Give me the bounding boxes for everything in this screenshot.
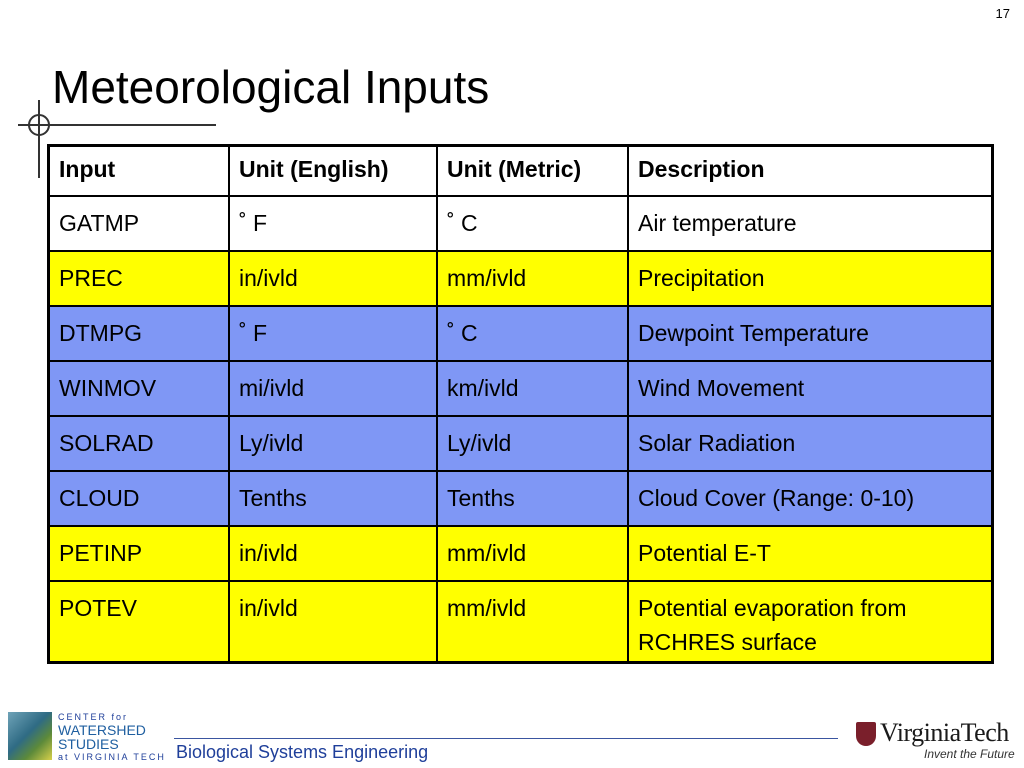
table-row: PREC in/ivld mm/ivld Precipitation bbox=[47, 250, 994, 307]
cell-unit-english: Tenths bbox=[228, 470, 438, 527]
cell-input: PETINP bbox=[47, 525, 230, 582]
cws-logo-line1: CENTER for bbox=[58, 712, 129, 722]
table-row: DTMPG ˚ F ˚ C Dewpoint Temperature bbox=[47, 305, 994, 362]
table-row: GATMP ˚ F ˚ C Air temperature bbox=[47, 195, 994, 252]
cell-unit-english: in/ivld bbox=[228, 525, 438, 582]
header-unit-metric: Unit (Metric) bbox=[436, 144, 629, 197]
crosshair-vertical-line bbox=[38, 100, 40, 178]
cws-logo-line3: STUDIES bbox=[58, 736, 119, 752]
cell-description: Air temperature bbox=[627, 195, 994, 252]
cell-input: POTEV bbox=[47, 580, 230, 664]
cell-input: SOLRAD bbox=[47, 415, 230, 472]
cell-unit-english: ˚ F bbox=[228, 305, 438, 362]
slide-title: Meteorological Inputs bbox=[52, 61, 490, 113]
virginia-tech-logo: VirginiaTech Invent the Future bbox=[852, 718, 1020, 764]
table-body: GATMP ˚ F ˚ C Air temperature PREC in/ivld mm/… bbox=[47, 195, 994, 664]
cell-unit-english: ˚ F bbox=[228, 195, 438, 252]
cell-description: Potential E-T bbox=[627, 525, 994, 582]
cell-unit-english: Ly/ivld bbox=[228, 415, 438, 472]
cell-description: Cloud Cover (Range: 0-10) bbox=[627, 470, 994, 527]
cws-logo-line2: WATERSHED bbox=[58, 722, 146, 738]
cell-description: Dewpoint Temperature bbox=[627, 305, 994, 362]
cell-description: Precipitation bbox=[627, 250, 994, 307]
cell-description: Potential evaporation from RCHRES surfac… bbox=[627, 580, 994, 664]
cell-unit-metric: Tenths bbox=[436, 470, 629, 527]
vt-logo-tagline: Invent the Future bbox=[924, 747, 1015, 761]
vt-shield-icon bbox=[856, 722, 876, 746]
crosshair-horizontal-line bbox=[18, 124, 216, 126]
crosshair-circle bbox=[28, 114, 50, 136]
cell-input: PREC bbox=[47, 250, 230, 307]
footer-divider bbox=[174, 738, 838, 739]
cell-input: WINMOV bbox=[47, 360, 230, 417]
meteorological-inputs-table: Input Unit (English) Unit (Metric) Descr… bbox=[47, 144, 994, 664]
cell-description: Wind Movement bbox=[627, 360, 994, 417]
cell-input: GATMP bbox=[47, 195, 230, 252]
table-row: PETINP in/ivld mm/ivld Potential E-T bbox=[47, 525, 994, 582]
cell-unit-metric: mm/ivld bbox=[436, 525, 629, 582]
table-row: POTEV in/ivld mm/ivld Potential evaporation… bbox=[47, 580, 994, 664]
cell-unit-english: in/ivld bbox=[228, 250, 438, 307]
cell-unit-metric: mm/ivld bbox=[436, 250, 629, 307]
page-number: 17 bbox=[995, 6, 1010, 21]
cell-unit-english: mi/ivld bbox=[228, 360, 438, 417]
vt-logo-name: VirginiaTech bbox=[880, 718, 1009, 747]
cell-unit-english: in/ivld bbox=[228, 580, 438, 664]
cell-input: CLOUD bbox=[47, 470, 230, 527]
cell-input: DTMPG bbox=[47, 305, 230, 362]
table-row: CLOUD Tenths Tenths Cloud Cover (Range: 0-1… bbox=[47, 470, 994, 527]
cell-unit-metric: km/ivld bbox=[436, 360, 629, 417]
cell-unit-metric: Ly/ivld bbox=[436, 415, 629, 472]
cell-unit-metric: ˚ C bbox=[436, 305, 629, 362]
table-row: WINMOV mi/ivld km/ivld Wind Movement bbox=[47, 360, 994, 417]
footer-org-label: Biological Systems Engineering bbox=[176, 742, 429, 762]
header-input: Input bbox=[47, 144, 230, 197]
cell-unit-metric: mm/ivld bbox=[436, 580, 629, 664]
cell-description: Solar Radiation bbox=[627, 415, 994, 472]
watershed-logo-mark bbox=[8, 712, 52, 760]
table-row: SOLRAD Ly/ivld Ly/ivld Solar Radiation bbox=[47, 415, 994, 472]
cell-unit-metric: ˚ C bbox=[436, 195, 629, 252]
header-description: Description bbox=[627, 144, 994, 197]
cws-logo-line4: at VIRGINIA TECH bbox=[58, 752, 166, 762]
table-header-row: Input Unit (English) Unit (Metric) Descr… bbox=[47, 144, 994, 197]
header-unit-english: Unit (English) bbox=[228, 144, 438, 197]
